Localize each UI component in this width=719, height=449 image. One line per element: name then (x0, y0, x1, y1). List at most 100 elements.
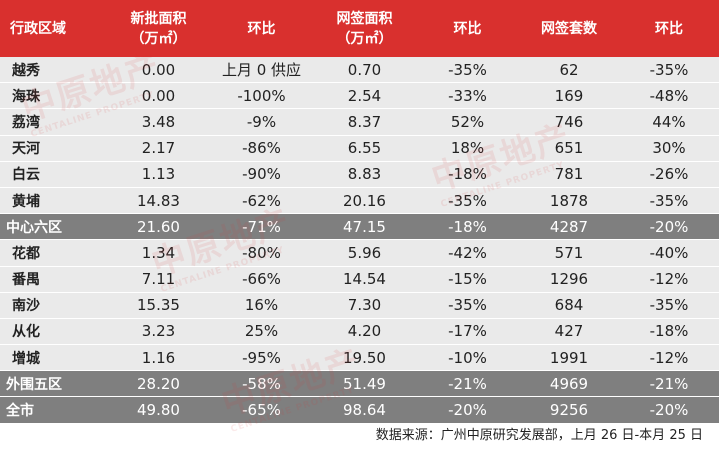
table-cell: -90% (210, 161, 313, 188)
table-cell: 30% (619, 135, 719, 162)
table-cell: 15.35 (107, 292, 210, 319)
table-cell: -66% (210, 266, 313, 293)
table-cell: -35% (416, 292, 519, 319)
table-row: 番禺 7.11 -66% 14.54 -15% 1296 -12% (0, 266, 719, 293)
source-note: 数据来源：广州中原研究发展部，上月 26 日-本月 25 日 (375, 428, 703, 443)
table-row: 黄埔 14.83 -62% 20.16 -35% 1878 -35% (0, 187, 719, 215)
column-header-label: 环比 (247, 20, 276, 37)
table-cell: -21% (416, 370, 519, 398)
table-cell: 1878 (519, 187, 619, 215)
district-name-cell: 中心六区 (0, 213, 107, 241)
table-row: 海珠 0.00 -100% 2.54 -33% 169 -48% (0, 82, 719, 110)
table-cell: 18% (416, 135, 519, 162)
column-header: 网签面积 （万㎡） (313, 0, 416, 57)
table-cell: 1296 (519, 266, 619, 293)
column-header: 环比 (416, 0, 519, 57)
district-name-cell: 天河 (0, 135, 107, 162)
table-cell: 14.83 (107, 187, 210, 215)
column-header-label: 网签套数 (541, 20, 597, 37)
table-row: 越秀 0.00 上月 0 供应 0.70 -35% 62 -35% (0, 57, 719, 84)
table-row: 荔湾 3.48 -9% 8.37 52% 746 44% (0, 108, 719, 136)
table-cell: -35% (416, 57, 519, 84)
table-cell: 62 (519, 57, 619, 84)
table-cell: 25% (210, 318, 313, 346)
column-header-label: 环比 (655, 20, 683, 37)
table-cell: -12% (619, 344, 719, 372)
table-cell: -26% (619, 161, 719, 188)
district-name-cell: 荔湾 (0, 108, 107, 136)
table-cell: 651 (519, 135, 619, 162)
table-cell: 8.37 (313, 108, 416, 136)
table-cell: 19.50 (313, 344, 416, 372)
table-cell: 1.34 (107, 239, 210, 267)
table-row: 白云 1.13 -90% 8.83 -18% 781 -26% (0, 161, 719, 188)
table-cell: -86% (210, 135, 313, 162)
table-cell: 2.17 (107, 135, 210, 162)
table-cell: 47.15 (313, 213, 416, 241)
header-row: 行政区域 新批面积 （万㎡） 环比 网签面积 （万㎡） 环比 网签套数 环比 (0, 0, 719, 57)
table-cell: 21.60 (107, 213, 210, 241)
column-header-label: 网签面积 (336, 10, 393, 27)
table-cell: 4.20 (313, 318, 416, 346)
table-cell: 20.16 (313, 187, 416, 215)
column-header-unit: （万㎡） (336, 30, 393, 47)
table-cell: 14.54 (313, 266, 416, 293)
table-cell: -10% (416, 344, 519, 372)
table-cell: 427 (519, 318, 619, 346)
table-cell: -35% (619, 292, 719, 319)
table-cell: -18% (619, 318, 719, 346)
table-cell: -20% (416, 396, 519, 424)
table-cell: 169 (519, 82, 619, 110)
column-header: 行政区域 (0, 0, 107, 57)
table-cell: -62% (210, 187, 313, 215)
table-cell: -20% (619, 396, 719, 424)
table-row: 天河 2.17 -86% 6.55 18% 651 30% (0, 135, 719, 162)
subtotal-row: 全市 49.80 -65% 98.64 -20% 9256 -20% (0, 396, 719, 424)
district-name-cell: 黄埔 (0, 187, 107, 215)
district-name-cell: 全市 (0, 396, 107, 424)
data-table-container: 行政区域 新批面积 （万㎡） 环比 网签面积 （万㎡） 环比 网签套数 环比 越秀 0.00 上月 … (0, 0, 719, 424)
table-body: 越秀 0.00 上月 0 供应 0.70 -35% 62 -35% 海珠 0.00 -100% 2.… (0, 57, 719, 424)
table-cell: 3.23 (107, 318, 210, 346)
table-cell: -80% (210, 239, 313, 267)
table-cell: -33% (416, 82, 519, 110)
table-cell: 2.54 (313, 82, 416, 110)
table-cell: 上月 0 供应 (210, 57, 313, 84)
district-name-cell: 外围五区 (0, 370, 107, 398)
table-cell: -18% (416, 161, 519, 188)
table-cell: -35% (619, 187, 719, 215)
district-name-cell: 花都 (0, 239, 107, 267)
table-cell: -95% (210, 344, 313, 372)
column-header: 网签套数 (519, 0, 619, 57)
table-cell: 684 (519, 292, 619, 319)
subtotal-row: 中心六区 21.60 -71% 47.15 -18% 4287 -20% (0, 213, 719, 241)
table-cell: -12% (619, 266, 719, 293)
table-cell: -42% (416, 239, 519, 267)
table-cell: 16% (210, 292, 313, 319)
district-name-cell: 增城 (0, 344, 107, 372)
table-cell: 98.64 (313, 396, 416, 424)
table-header: 行政区域 新批面积 （万㎡） 环比 网签面积 （万㎡） 环比 网签套数 环比 (0, 0, 719, 57)
district-name-cell: 从化 (0, 318, 107, 346)
column-header: 新批面积 （万㎡） (107, 0, 210, 57)
table-cell: 1.16 (107, 344, 210, 372)
table-cell: -35% (619, 57, 719, 84)
table-cell: -71% (210, 213, 313, 241)
column-header-label: 行政区域 (10, 20, 66, 37)
table-cell: 44% (619, 108, 719, 136)
table-cell: -65% (210, 396, 313, 424)
table-cell: -21% (619, 370, 719, 398)
table-cell: -20% (619, 213, 719, 241)
table-cell: 1991 (519, 344, 619, 372)
column-header: 环比 (210, 0, 313, 57)
district-name-cell: 越秀 (0, 57, 107, 84)
column-header-unit: （万㎡） (130, 30, 187, 47)
table-cell: 4287 (519, 213, 619, 241)
table-cell: 51.49 (313, 370, 416, 398)
subtotal-row: 外围五区 28.20 -58% 51.49 -21% 4969 -21% (0, 370, 719, 398)
table-row: 增城 1.16 -95% 19.50 -10% 1991 -12% (0, 344, 719, 372)
column-header-label: 新批面积 (130, 10, 187, 27)
district-name-cell: 南沙 (0, 292, 107, 319)
table-cell: -18% (416, 213, 519, 241)
district-name-cell: 海珠 (0, 82, 107, 110)
